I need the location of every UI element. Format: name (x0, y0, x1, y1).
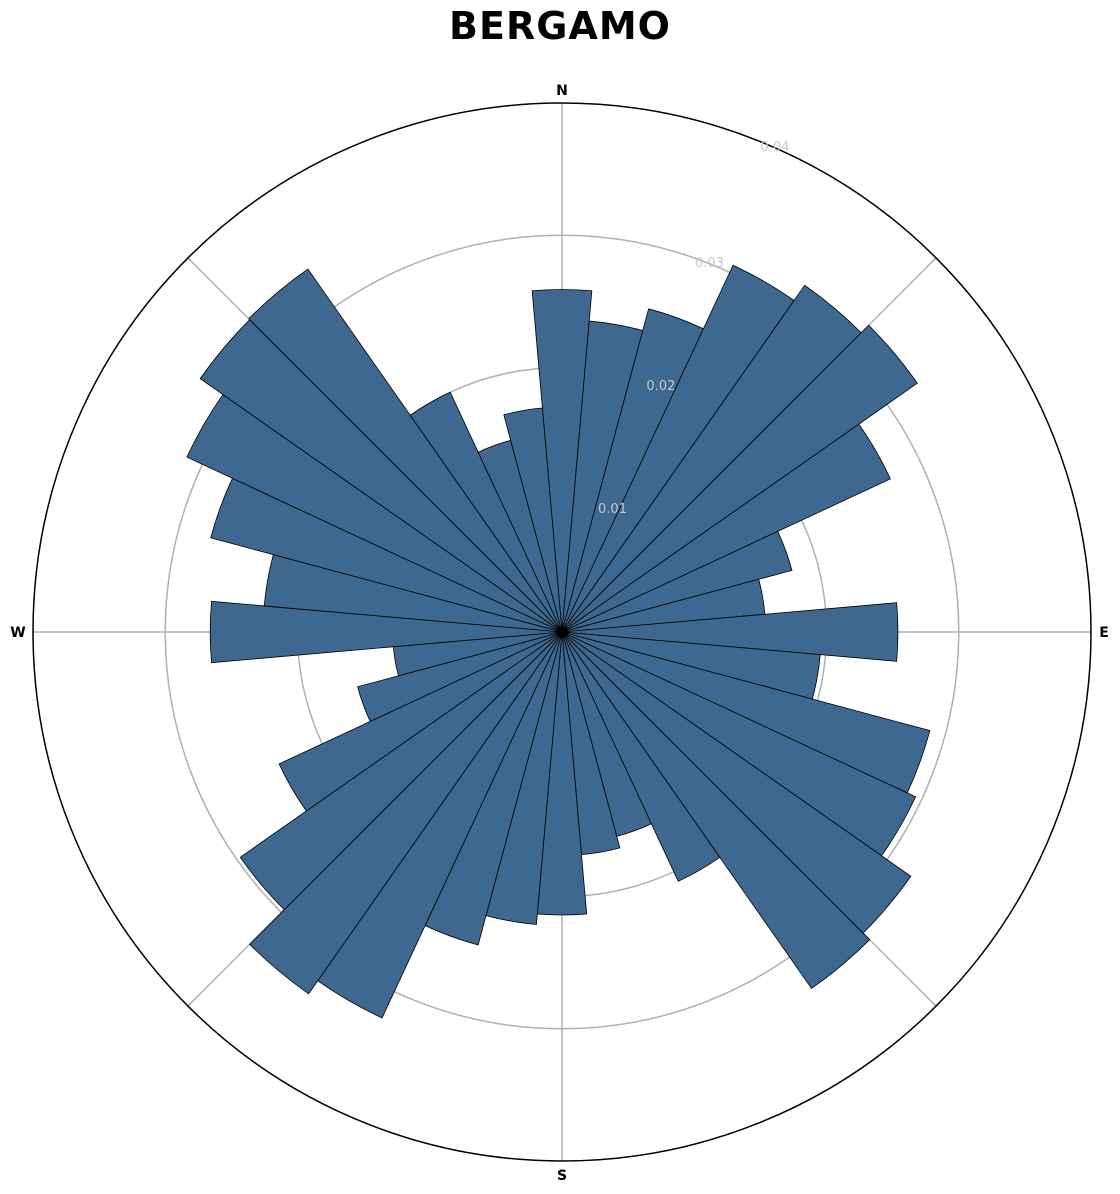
rose-bar (278, 631, 563, 812)
direction-label-e: E (1099, 625, 1109, 641)
direction-label-s: S (557, 1168, 567, 1184)
outer-frame (32, 102, 1092, 1162)
rose-bar (561, 423, 891, 633)
chart-title: BERGAMO (449, 4, 671, 48)
rose-bar (409, 391, 563, 633)
rose-bar (357, 631, 563, 722)
radial-tick-label: 0.01 (598, 502, 627, 517)
rose-bar (531, 289, 593, 633)
center-point (558, 628, 566, 636)
radial-tick-label: 0.03 (695, 256, 724, 271)
wind-rose-bars (186, 264, 931, 1019)
rose-bar (561, 631, 721, 882)
direction-label-n: N (556, 83, 568, 99)
direction-label-w: W (10, 625, 25, 641)
rose-bar (209, 600, 563, 664)
rose-bar (561, 631, 871, 989)
radial-tick-label: 0.02 (646, 379, 675, 394)
rose-bar (561, 324, 918, 633)
polar-frame (32, 102, 1092, 1162)
rose-bar (249, 631, 563, 995)
rose-bar (503, 407, 563, 633)
polar-labels: N E S W 0.01 0.02 0.03 0.04 (10, 83, 1109, 1184)
rose-bar (248, 268, 563, 633)
radial-tick-label: 0.04 (760, 140, 789, 155)
rose-bar (239, 631, 563, 911)
rose-bar (561, 602, 899, 662)
rose-bar (561, 530, 793, 633)
